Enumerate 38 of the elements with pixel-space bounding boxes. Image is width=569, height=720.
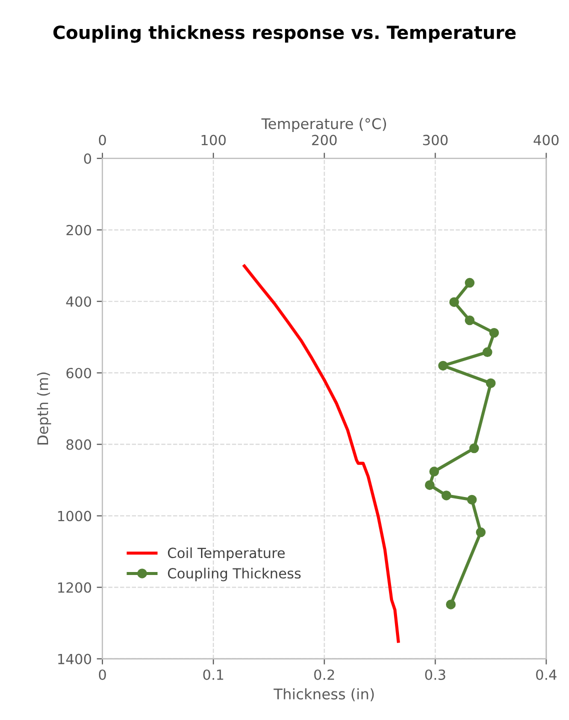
x2-tick-label: 400 — [534, 134, 559, 146]
y-tick-label: 800 — [66, 439, 92, 450]
y-tick-label: 1200 — [58, 582, 92, 593]
point — [449, 297, 460, 307]
point — [429, 466, 440, 476]
x-tick-label: 0.2 — [314, 669, 334, 680]
x-tick-label: 0.1 — [203, 669, 224, 680]
point — [476, 527, 486, 538]
point — [469, 443, 479, 454]
y-axis-title: Depth (m) — [36, 372, 52, 444]
point — [442, 490, 452, 500]
y-tick-label: 200 — [66, 224, 92, 236]
y-tick-label: 400 — [66, 296, 92, 307]
point — [464, 278, 475, 288]
x2-tick-label: 300 — [423, 134, 448, 146]
y-tick-label: 1400 — [58, 654, 92, 664]
x-tick-label: 0 — [98, 669, 106, 680]
y-tick-label: 600 — [66, 368, 92, 378]
point — [424, 480, 435, 490]
point — [467, 494, 477, 505]
x2-axis-title: Temperature (°C) — [261, 118, 386, 132]
x-tick-label: 0.3 — [425, 669, 446, 680]
y-tick-label: 1000 — [58, 510, 92, 522]
point — [482, 347, 492, 357]
point — [486, 378, 496, 388]
x-tick-label: 0.4 — [536, 669, 557, 680]
point — [489, 328, 499, 338]
x-axis-title: Thickness (in) — [274, 688, 374, 702]
x2-tick-label: 0 — [98, 134, 106, 146]
chart-title: Coupling thickness response vs. Temperature — [53, 25, 516, 43]
point — [446, 600, 456, 610]
x2-tick-label: 100 — [202, 134, 226, 146]
x2-tick-label: 200 — [312, 134, 337, 146]
point — [438, 360, 448, 371]
y-tick-label: 0 — [84, 153, 92, 164]
point — [464, 315, 475, 326]
legend-label: Coupling Thickness — [168, 568, 301, 582]
legend-label: Coil Temperature — [168, 547, 285, 561]
